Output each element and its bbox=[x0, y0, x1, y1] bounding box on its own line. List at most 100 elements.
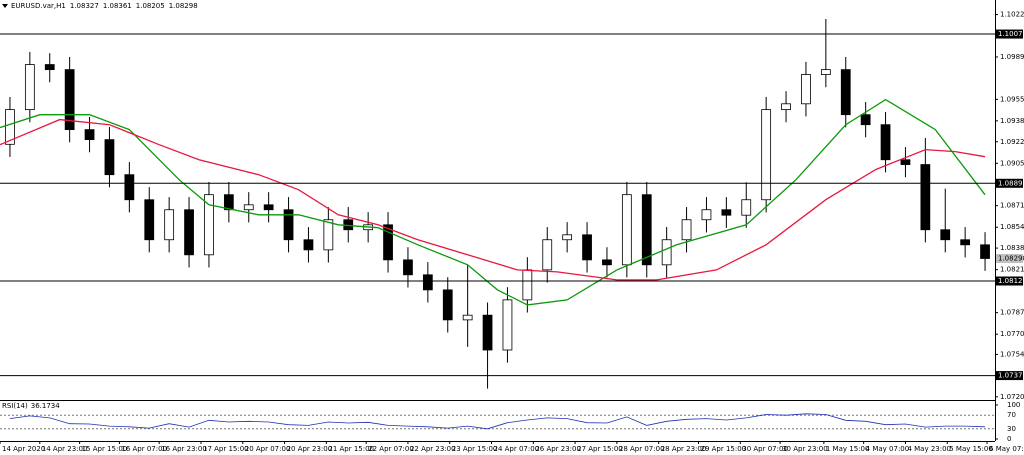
x-tick-label: 27 Apr 15:00 bbox=[577, 445, 623, 453]
y-tick-label: 1.07205 bbox=[1000, 393, 1024, 401]
x-tick-label: 28 Apr 23:00 bbox=[661, 445, 707, 453]
candle-body bbox=[602, 259, 612, 266]
candle-body bbox=[920, 164, 931, 231]
x-tick-label: 22 Apr 07:00 bbox=[368, 445, 414, 453]
candle-body bbox=[661, 239, 672, 266]
x-tick-label: 14 Apr 23:00 bbox=[42, 445, 88, 453]
candle-body bbox=[422, 274, 433, 291]
candle-body bbox=[243, 204, 254, 211]
candle-body bbox=[681, 219, 692, 241]
quote-value: 1.08205 bbox=[136, 2, 165, 10]
candle-body bbox=[900, 159, 911, 165]
candle-body bbox=[204, 194, 214, 256]
x-tick-label: 16 Apr 23:00 bbox=[161, 445, 207, 453]
quote-value: 1.08327 bbox=[70, 2, 99, 10]
level-label: 1.08892 bbox=[998, 179, 1024, 187]
x-tick-label: 17 Apr 15:00 bbox=[203, 445, 249, 453]
x-tick-label: 29 Apr 15:00 bbox=[700, 445, 746, 453]
candle-body bbox=[522, 269, 533, 301]
candle-body bbox=[24, 64, 35, 111]
candle-body bbox=[104, 139, 115, 176]
y-tick-label: 1.07540 bbox=[1000, 350, 1024, 358]
candle-body bbox=[442, 289, 453, 321]
rsi-tick-label: 70 bbox=[1007, 411, 1016, 419]
candle-body bbox=[880, 124, 891, 161]
candle-body bbox=[820, 69, 831, 75]
candle-body bbox=[940, 229, 951, 241]
last-price-label: 1.08298 bbox=[998, 254, 1024, 262]
rsi-title: RSI(14) bbox=[2, 402, 28, 410]
moving-average bbox=[0, 98, 986, 306]
y-tick-label: 1.07870 bbox=[1000, 309, 1024, 317]
candle-body bbox=[562, 234, 573, 241]
rsi-tick-label: 100 bbox=[1007, 401, 1020, 409]
x-tick-label: 26 Apr 23:00 bbox=[535, 445, 581, 453]
y-tick-label: 1.09555 bbox=[1000, 95, 1024, 103]
candle-body bbox=[184, 209, 194, 256]
x-tick-label: 23 Apr 15:00 bbox=[452, 445, 498, 453]
last-price-box bbox=[996, 253, 1023, 263]
x-tick-label: 20 Apr 07:00 bbox=[245, 445, 291, 453]
rsi-header: RSI(14) 36.1734 bbox=[2, 402, 60, 410]
candle-body bbox=[383, 224, 393, 261]
y-tick-label: 1.09220 bbox=[1000, 138, 1024, 146]
candle-body bbox=[701, 209, 712, 221]
y-tick-label: 1.08380 bbox=[1000, 244, 1024, 252]
candle-body bbox=[223, 194, 234, 211]
x-tick-label: 6 May 07:00 bbox=[989, 445, 1024, 453]
level-label-box bbox=[996, 29, 1023, 39]
chart-header: EURUSD.var,H1 1.08327 1.08361 1.08205 1.0829… bbox=[11, 2, 198, 10]
candle-body bbox=[482, 314, 493, 351]
candle-body bbox=[84, 129, 95, 141]
candle-body bbox=[502, 299, 513, 351]
candle-body bbox=[462, 314, 473, 321]
candle-body bbox=[741, 199, 752, 216]
x-tick-label: 22 Apr 23:00 bbox=[410, 445, 456, 453]
candle-body bbox=[283, 209, 294, 241]
y-tick-label: 1.08715 bbox=[1000, 202, 1024, 210]
candle-body bbox=[164, 209, 175, 241]
x-tick-label: 28 Apr 07:00 bbox=[619, 445, 665, 453]
quote-value: 1.08298 bbox=[169, 2, 198, 10]
candle-body bbox=[5, 109, 15, 145]
candle-body bbox=[263, 204, 274, 211]
level-label-box bbox=[996, 178, 1023, 188]
candle-body bbox=[64, 69, 75, 131]
y-tick-label: 1.09890 bbox=[1000, 53, 1024, 61]
level-label-box bbox=[996, 371, 1023, 381]
x-tick-label: 20 Apr 23:00 bbox=[287, 445, 333, 453]
menu-arrow[interactable] bbox=[2, 4, 8, 8]
candle-body bbox=[542, 239, 553, 271]
rsi-value: 36.1734 bbox=[31, 402, 60, 410]
y-tick-label: 1.08545 bbox=[1000, 223, 1024, 231]
moving-average bbox=[0, 118, 986, 281]
candle-body bbox=[840, 69, 851, 116]
x-tick-label: 15 Apr 15:00 bbox=[82, 445, 128, 453]
x-tick-label: 24 Apr 07:00 bbox=[494, 445, 540, 453]
y-tick-label: 1.07700 bbox=[1000, 330, 1024, 338]
y-tick-label: 1.09385 bbox=[1000, 117, 1024, 125]
candle-body bbox=[980, 244, 990, 259]
x-tick-label: 21 Apr 15:00 bbox=[328, 445, 374, 453]
rsi-tick-label: 0 bbox=[1007, 435, 1011, 443]
x-tick-label: 4 May 23:00 bbox=[907, 445, 951, 453]
candle-body bbox=[960, 239, 971, 246]
x-tick-label: 1 May 15:00 bbox=[826, 445, 870, 453]
candle-body bbox=[781, 103, 791, 111]
y-tick-label: 1.10225 bbox=[1000, 11, 1024, 19]
candle-body bbox=[721, 209, 732, 216]
candle-body bbox=[761, 109, 772, 201]
candle-body bbox=[323, 219, 334, 251]
candle-body bbox=[144, 199, 155, 241]
x-tick-label: 14 Apr 2020 bbox=[2, 445, 45, 453]
rsi-tick-label: 30 bbox=[1007, 425, 1016, 433]
x-tick-label: 30 Apr 23:00 bbox=[782, 445, 828, 453]
candle-body bbox=[303, 239, 314, 251]
y-tick-label: 1.09050 bbox=[1000, 159, 1024, 167]
level-label: 1.08120 bbox=[998, 277, 1024, 285]
candle-body bbox=[860, 114, 871, 126]
x-tick-label: 30 Apr 07:00 bbox=[742, 445, 788, 453]
